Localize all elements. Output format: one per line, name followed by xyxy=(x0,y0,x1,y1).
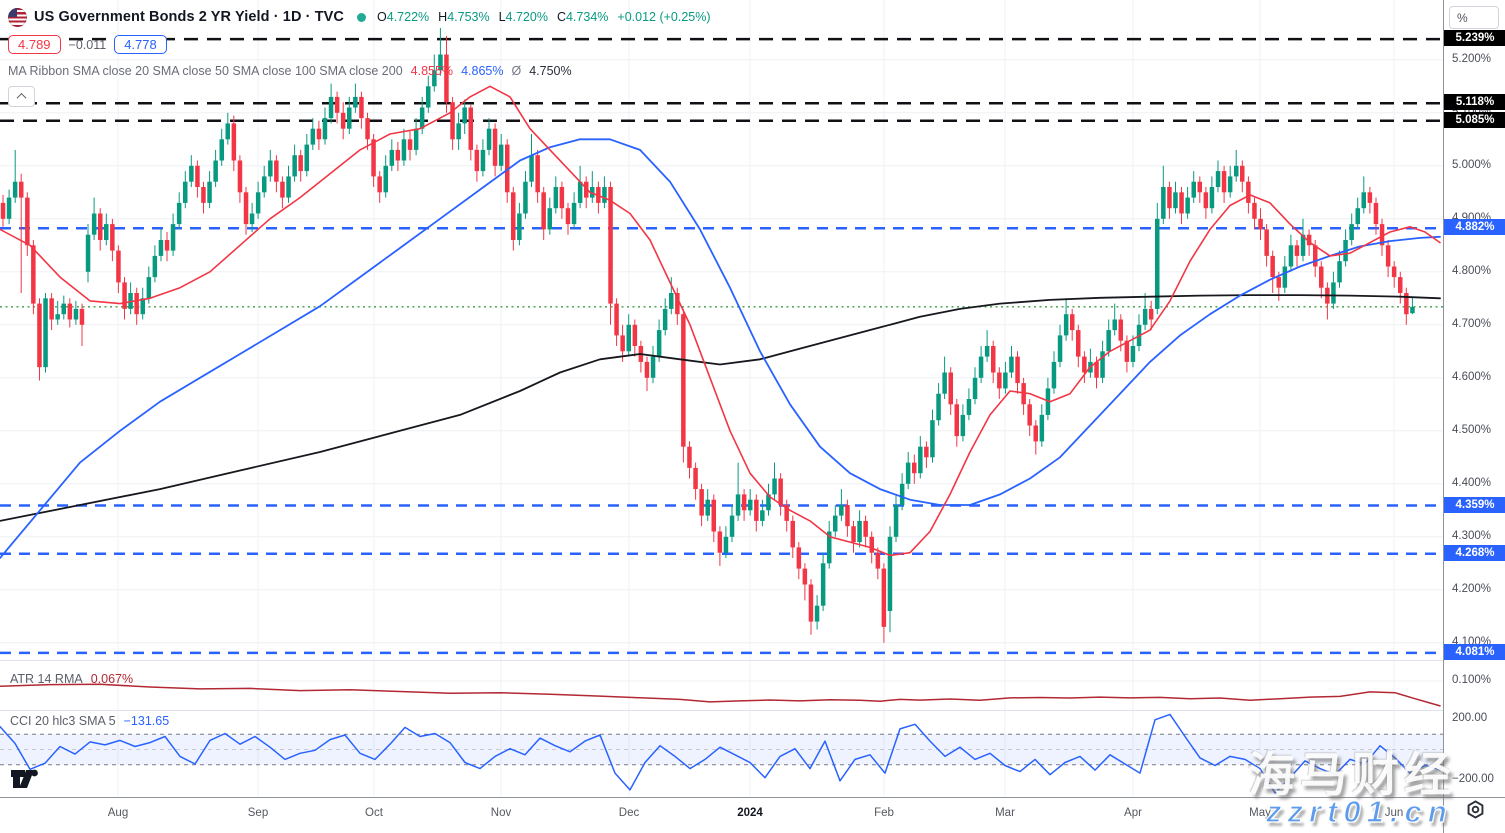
time-label: Feb xyxy=(874,807,894,819)
sma200-value: 4.750% xyxy=(529,64,572,78)
cci-label: CCI 20 hlc3 SMA 5 xyxy=(10,714,116,728)
close-value: 4.734% xyxy=(565,10,609,24)
time-label: Oct xyxy=(365,807,383,819)
time-label: 2024 xyxy=(737,807,763,819)
buy-price-button[interactable]: 4.778 xyxy=(114,35,167,54)
time-label: May xyxy=(1249,807,1271,819)
high-value: 4.753% xyxy=(447,10,490,24)
cci-indicator-legend[interactable]: CCI 20 hlc3 SMA 5 −131.65 xyxy=(10,714,169,728)
bid-ask-row: 4.789 −0.011 4.778 xyxy=(8,35,711,54)
atr-tick: 0.100% xyxy=(1452,674,1492,686)
time-label: Apr xyxy=(1124,807,1142,819)
price-tick: 4.300% xyxy=(1452,530,1492,542)
price-tick: 4.700% xyxy=(1452,318,1492,330)
chevron-up-icon xyxy=(16,92,27,103)
sma50-value: 4.865% xyxy=(461,64,504,78)
price-tick: 4.600% xyxy=(1452,371,1492,383)
symbol-header: US Government Bonds 2 YR Yield · 1D · TV… xyxy=(8,6,711,28)
ma-ribbon-label: MA Ribbon SMA close 20 SMA close 50 SMA … xyxy=(8,64,403,78)
open-value: 4.722% xyxy=(386,10,430,24)
price-tick: 5.200% xyxy=(1452,53,1492,65)
time-label: Aug xyxy=(107,807,129,819)
ma-ribbon-legend[interactable]: MA Ribbon SMA close 20 SMA close 50 SMA … xyxy=(8,64,711,78)
ohlc-values: O4.722% H4.753% L4.720% C4.734% +0.012 (… xyxy=(377,10,711,24)
cci-line xyxy=(0,713,1441,794)
price-tick: 4.200% xyxy=(1452,583,1492,595)
time-label: Sep xyxy=(247,807,269,819)
symbol-title[interactable]: US Government Bonds 2 YR Yield · 1D · TV… xyxy=(34,9,345,25)
sma50-line xyxy=(0,138,1441,559)
chart-legend: US Government Bonds 2 YR Yield · 1D · TV… xyxy=(8,6,711,107)
axis-unit-button[interactable]: % xyxy=(1449,6,1499,29)
axis-settings-gear-icon[interactable] xyxy=(1466,800,1485,824)
time-axis[interactable]: Aug Sep Oct Nov Dec 2024 Feb Mar Apr May Jun xyxy=(0,797,1443,833)
change-value: +0.012 (+0.25%) xyxy=(617,10,711,24)
sma20-line xyxy=(0,85,1441,557)
price-axis[interactable]: % 5.200%5.100%5.000%4.900%4.800%4.700%4.… xyxy=(1443,0,1505,797)
market-status-dot-icon xyxy=(357,12,367,22)
cci-value: −131.65 xyxy=(123,714,170,728)
atr-line xyxy=(0,683,1441,707)
low-value: 4.720% xyxy=(505,10,548,24)
level-price-label: 5.118% xyxy=(1444,94,1505,110)
sell-price-button[interactable]: 4.789 xyxy=(8,35,61,54)
price-tick: 4.800% xyxy=(1452,265,1492,277)
price-tick: 4.400% xyxy=(1452,477,1492,489)
chart-region[interactable]: US Government Bonds 2 YR Yield · 1D · TV… xyxy=(0,0,1443,797)
level-price-label: 5.239% xyxy=(1444,30,1505,46)
time-label: Dec xyxy=(618,807,640,819)
cci-tick: 200.00 xyxy=(1452,712,1488,724)
atr-label: ATR 14 RMA xyxy=(10,672,83,686)
price-tick: 4.500% xyxy=(1452,424,1492,436)
close-label: C xyxy=(556,10,566,24)
sma200-line xyxy=(0,294,1441,522)
high-label: H xyxy=(438,10,448,24)
time-label: Jun xyxy=(1384,807,1404,819)
price-tick: 5.000% xyxy=(1452,159,1492,171)
level-price-label: 5.085% xyxy=(1444,112,1505,128)
level-price-label: 4.882% xyxy=(1444,219,1505,235)
time-label: Mar xyxy=(995,807,1015,819)
collapse-legend-button[interactable] xyxy=(8,86,35,107)
low-label: L xyxy=(498,10,506,24)
tradingview-logo-icon xyxy=(11,769,38,788)
time-label: Nov xyxy=(490,807,512,819)
level-price-label: 4.359% xyxy=(1444,497,1505,513)
tradingview-logo[interactable] xyxy=(10,768,40,795)
atr-indicator-legend[interactable]: ATR 14 RMA 0.067% xyxy=(10,672,133,686)
sma100-value: Ø xyxy=(511,64,522,78)
open-label: O xyxy=(377,10,387,24)
level-lines xyxy=(0,37,1443,655)
level-price-label: 4.268% xyxy=(1444,545,1505,561)
sma20-value: 4.855% xyxy=(410,64,454,78)
level-price-label: 4.081% xyxy=(1444,644,1505,660)
cci-tick: −200.00 xyxy=(1452,773,1494,785)
axis-corner xyxy=(1443,797,1505,833)
horizontal-gridlines xyxy=(0,59,1443,682)
spread-value: −0.011 xyxy=(68,37,107,52)
atr-value: 0.067% xyxy=(90,672,134,686)
main-chart-canvas[interactable] xyxy=(0,0,1443,797)
us-flag-icon xyxy=(8,7,27,27)
vertical-gridlines xyxy=(117,0,1395,796)
